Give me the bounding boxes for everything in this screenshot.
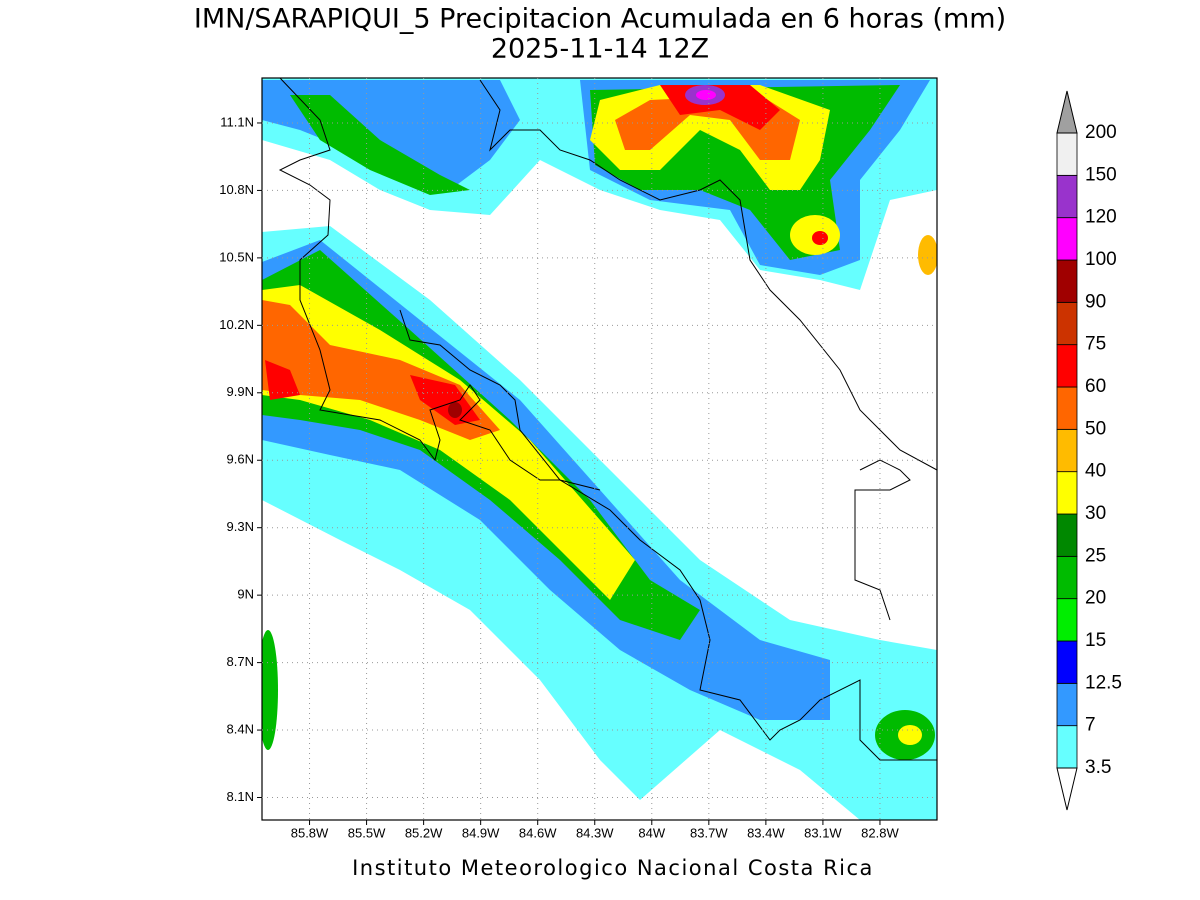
- colorbar-label: 150: [1085, 164, 1117, 185]
- colorbar-label: 20: [1085, 588, 1106, 609]
- colorbar-label: 30: [1085, 503, 1106, 524]
- lon-tick-label: 85.8W: [291, 825, 329, 840]
- colorbar-segment: [1056, 682, 1078, 727]
- colorbar-label: 60: [1085, 376, 1106, 397]
- colorbar-label: 75: [1085, 334, 1106, 355]
- map-frame: [261, 77, 938, 821]
- coastline: [278, 77, 938, 761]
- lon-tick-label: 85.5W: [348, 825, 386, 840]
- lat-tick-label: 9.3N: [227, 519, 254, 534]
- lat-tick-label: 9N: [237, 587, 254, 602]
- lon-tick-label: 83.1W: [804, 825, 842, 840]
- lon-tick-label: 83.7W: [690, 825, 728, 840]
- lat-tick-label: 8.1N: [227, 789, 254, 804]
- lat-tick-label: 10.5N: [219, 249, 254, 264]
- lat-tick-label: 8.4N: [227, 721, 254, 736]
- lat-tick-label: 8.7N: [227, 654, 254, 669]
- colorbar-segment: [1056, 513, 1078, 557]
- colorbar-segment: [1056, 217, 1078, 261]
- title: IMN/SARAPIQUI_5 Precipitacion Acumulada …: [194, 4, 1006, 35]
- lat-tick-label: 11.1N: [220, 114, 254, 129]
- colorbar-label: 100: [1085, 249, 1117, 270]
- lat-tick-label: 9.6N: [227, 452, 254, 467]
- colorbar-segment: [1056, 598, 1078, 642]
- lon-tick-label: 84W: [638, 825, 665, 840]
- colorbar-segment: [1056, 725, 1078, 769]
- colorbar-label: 120: [1085, 207, 1117, 228]
- colorbar-segment: [1056, 640, 1078, 684]
- colorbar-segment: [1056, 132, 1078, 176]
- colorbar-label: 40: [1085, 461, 1106, 482]
- colorbar-segment: [1056, 259, 1078, 303]
- colorbar-label: 25: [1085, 545, 1106, 566]
- precip-field: [262, 78, 937, 820]
- colorbar-label: 50: [1085, 418, 1106, 439]
- lon-tick-label: 84.9W: [462, 825, 500, 840]
- colorbar-label: 7: [1085, 715, 1096, 736]
- colorbar-segment: [1056, 174, 1078, 219]
- colorbar-over: [1056, 90, 1078, 134]
- colorbar-segment: [1056, 344, 1078, 388]
- colorbar-segment: [1056, 428, 1078, 473]
- colorbar-segment: [1056, 301, 1078, 346]
- lon-tick-label: 83.4W: [747, 825, 785, 840]
- lat-tick-label: 10.2N: [219, 317, 254, 332]
- colorbar-segment: [1056, 386, 1078, 430]
- lon-tick-label: 84.6W: [519, 825, 557, 840]
- lat-tick-label: 10.8N: [219, 182, 254, 197]
- lon-tick-label: 85.2W: [405, 825, 443, 840]
- colorbar-segment: [1056, 555, 1078, 600]
- colorbar-under: [1056, 767, 1078, 811]
- colorbar-label: 15: [1085, 630, 1106, 651]
- lat-tick-label: 9.9N: [227, 384, 254, 399]
- footer: Instituto Meteorologico Nacional Costa R…: [352, 856, 874, 880]
- lon-tick-label: 82.8W: [861, 825, 899, 840]
- subtitle: 2025-11-14 12Z: [491, 34, 709, 65]
- lon-tick-label: 84.3W: [576, 825, 614, 840]
- colorbar-segment: [1056, 471, 1078, 515]
- colorbar-label: 12.5: [1085, 672, 1122, 693]
- colorbar-label: 3.5: [1085, 757, 1111, 778]
- colorbar-label: 90: [1085, 291, 1106, 312]
- colorbar-label: 200: [1085, 122, 1117, 143]
